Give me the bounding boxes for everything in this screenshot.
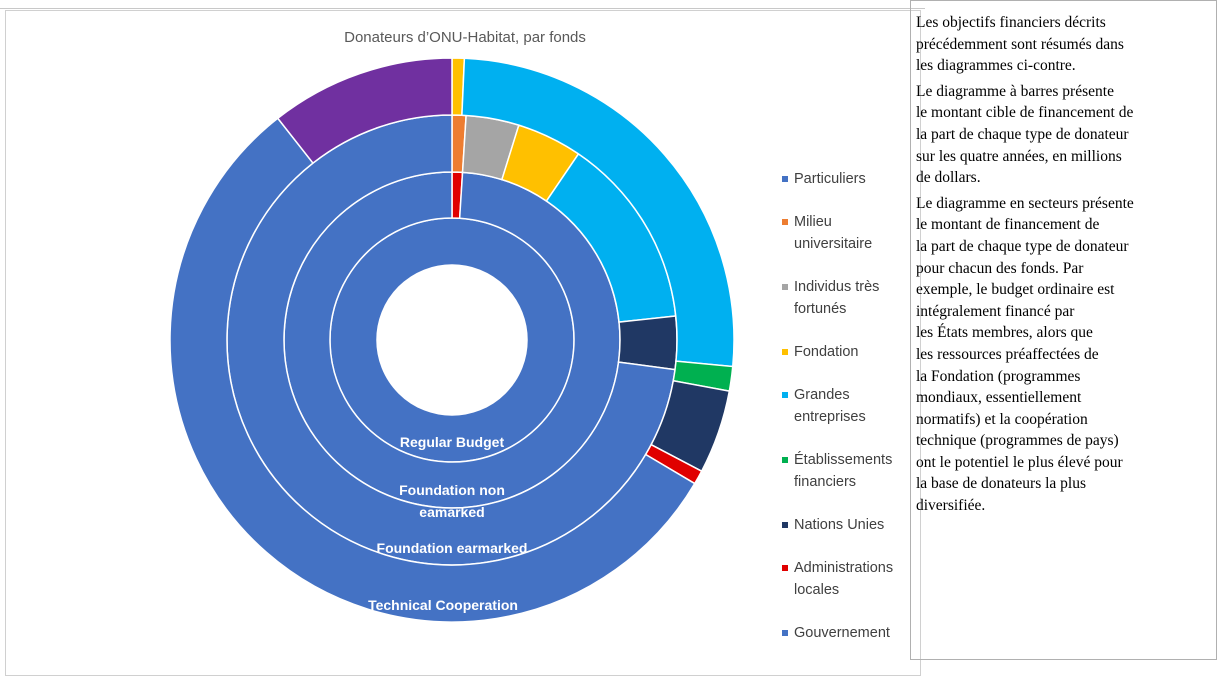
text-line: la part de chaque type de donateur xyxy=(916,237,1129,255)
text-line: sur les quatre années, en millions xyxy=(916,147,1122,165)
text-line: la base de donateurs la plus xyxy=(916,475,1087,493)
chart-frame xyxy=(5,10,921,676)
text-line: les diagrammes ci-contre. xyxy=(916,57,1076,75)
legend-item: Grandes entreprises xyxy=(782,384,912,428)
legend-item: Administrations locales xyxy=(782,557,912,601)
ring-slice xyxy=(329,217,575,463)
paragraph: Les objectifs financiers décrits précédem… xyxy=(916,12,1210,77)
legend-label: Grandes entreprises xyxy=(794,387,866,425)
legend-item: Particuliers xyxy=(782,168,912,190)
text-line: normatifs) et la coopération xyxy=(916,410,1088,428)
text-line: le montant de financement de xyxy=(916,216,1100,234)
legend-swatch xyxy=(782,392,788,398)
legend-swatch xyxy=(782,284,788,290)
text-line: exemple, le budget ordinaire est xyxy=(916,281,1115,299)
text-line: pour chacun des fonds. Par xyxy=(916,259,1084,277)
legend-label: Individus très fortunés xyxy=(794,279,880,317)
legend-label: Nations Unies xyxy=(794,517,885,533)
legend-swatch xyxy=(782,349,788,355)
ring-slice xyxy=(169,117,696,623)
text-line: les États membres, alors que xyxy=(916,324,1093,342)
text-line: mondiaux, essentiellement xyxy=(916,389,1082,407)
paragraph: Le diagramme en secteurs présente le mont… xyxy=(916,193,1210,517)
text-line: les ressources préaffectées de xyxy=(916,345,1099,363)
text-line: Les objectifs financiers décrits xyxy=(916,14,1106,31)
ring-label: Regular Budget xyxy=(399,434,505,450)
ring-label: Foundation earmarked xyxy=(376,540,528,556)
text-line: technique (programmes de pays) xyxy=(916,432,1119,450)
legend-item: Fondation xyxy=(782,341,912,363)
text-line: précédemment sont résumés dans xyxy=(916,35,1124,53)
legend-label: Administrations locales xyxy=(794,560,894,598)
ring-label: Foundation non eamarked xyxy=(399,482,505,520)
text-line: intégralement financé par xyxy=(916,302,1075,320)
text-line: ont le potentiel le plus élevé pour xyxy=(916,453,1123,471)
text-line: la part de chaque type de donateur xyxy=(916,125,1129,143)
legend-swatch xyxy=(782,565,788,571)
legend-item: Nations Unies xyxy=(782,514,912,536)
chart-title: Donateurs d’ONU-Habitat, par fonds xyxy=(344,29,586,46)
legend-label: Gouvernement xyxy=(794,625,890,641)
text-panel: Les objectifs financiers décrits précédem… xyxy=(910,0,1217,660)
ring-label: Technical Cooperation xyxy=(368,597,518,613)
sheet-strip xyxy=(0,0,925,9)
legend-swatch xyxy=(782,630,788,636)
text-line: Le diagramme en secteurs présente xyxy=(916,194,1134,212)
ring-slice xyxy=(617,315,678,371)
text-line: le montant cible de financement de xyxy=(916,104,1134,122)
legend-swatch xyxy=(782,457,788,463)
text-line: Le diagramme à barres présente xyxy=(916,82,1114,100)
legend: Particuliers Milieu universitaire Individu… xyxy=(782,168,912,665)
text-line: de dollars. xyxy=(916,169,981,187)
legend-swatch xyxy=(782,219,788,225)
chart: Donateurs d’ONU-Habitat, par fonds xyxy=(169,29,735,623)
legend-label: Particuliers xyxy=(794,171,866,187)
legend-item: Milieu universitaire xyxy=(782,211,912,255)
text-line: diversifiée. xyxy=(916,497,986,515)
legend-swatch xyxy=(782,522,788,528)
legend-item: Individus très fortunés xyxy=(782,276,912,320)
ring-slice xyxy=(276,57,453,165)
legend-label: Milieu universitaire xyxy=(794,214,873,252)
legend-label: Fondation xyxy=(794,344,859,360)
legend-item: Gouvernement xyxy=(782,622,912,644)
legend-label: Établissements financiers xyxy=(794,452,893,490)
legend-swatch xyxy=(782,176,788,182)
text-line: la Fondation (programmes xyxy=(916,367,1081,385)
paragraph: Le diagramme à barres présente le montant… xyxy=(916,81,1210,189)
legend-item: Établissements financiers xyxy=(782,449,912,493)
